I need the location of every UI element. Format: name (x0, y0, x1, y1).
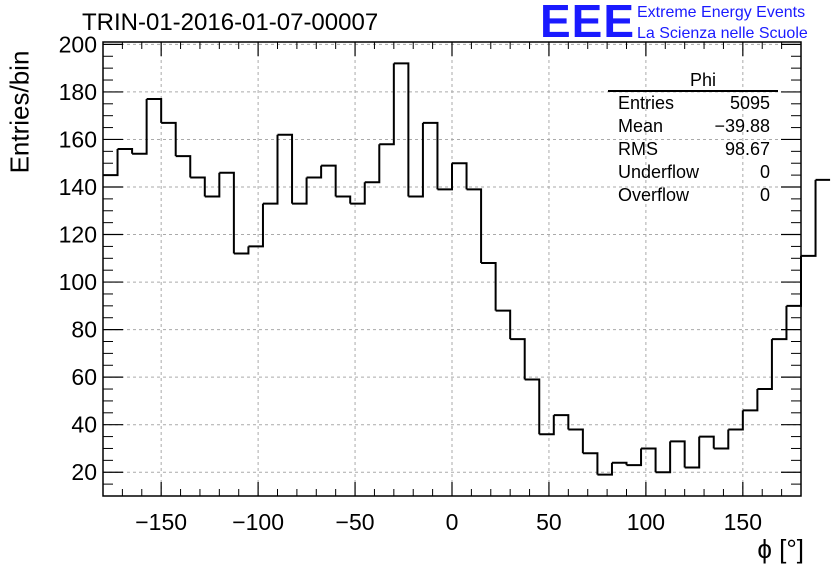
stats-label: Mean (618, 116, 664, 136)
histogram-series (103, 62, 831, 476)
histogram-bin (786, 255, 802, 307)
histogram-bin (321, 164, 337, 197)
histogram-bin (481, 262, 497, 311)
x-tick-label: −150 (135, 509, 187, 535)
histogram-bin (408, 122, 424, 198)
y-tick-label: 200 (59, 31, 97, 57)
stats-value: 0 (759, 162, 770, 182)
y-tick-label: 20 (71, 459, 97, 485)
histogram-bin (611, 461, 628, 466)
histogram-bin (292, 177, 308, 205)
logo-line-1: Extreme Energy Events (637, 4, 806, 21)
x-tick-label: 0 (446, 509, 459, 535)
stats-value: −39.88 (714, 116, 770, 136)
stats-box: Phi Entries 5095 Mean −39.88 RMS 98.67 U… (608, 70, 778, 207)
x-tick-label: −100 (232, 509, 284, 535)
histogram-bin (684, 436, 701, 469)
stats-label: RMS (618, 139, 658, 159)
stats-row-entries: Entries 5095 (608, 92, 778, 115)
histogram-bin (146, 98, 163, 123)
histogram-bin (277, 133, 294, 204)
histogram-bin (728, 410, 744, 431)
x-tick-label: 100 (627, 509, 665, 535)
histogram-bin (364, 144, 381, 184)
tick-labels: −150 −100 −50 0 50 100 150 20 40 60 80 100 120 140 160… (59, 31, 762, 535)
histogram-bin (510, 338, 526, 380)
histogram-bin (379, 63, 395, 146)
histogram-bin (641, 447, 657, 473)
histogram-bin (597, 462, 613, 476)
histogram-bin (655, 441, 672, 474)
stats-value: 98.67 (724, 139, 770, 159)
histogram-bin (539, 415, 555, 436)
histogram-bin (233, 246, 250, 255)
stats-label: Underflow (618, 162, 700, 182)
histogram-bin (771, 305, 788, 341)
histogram-bin (422, 121, 439, 190)
x-tick-label: −50 (336, 509, 375, 535)
stats-row-rms: RMS 98.67 (608, 138, 778, 161)
histogram-bin (582, 452, 599, 475)
stats-row-mean: Mean −39.88 (608, 115, 778, 138)
histogram-bin (132, 99, 148, 155)
stats-row-underflow: Underflow 0 (608, 161, 778, 184)
stats-row-overflow: Overflow 0 (608, 184, 778, 207)
histogram-bin (262, 134, 279, 205)
histogram-bin (117, 147, 134, 154)
histogram-bin (190, 176, 206, 197)
y-tick-label: 60 (71, 364, 97, 390)
stats-value: 5095 (729, 93, 770, 113)
axis-ticks (102, 42, 802, 496)
histogram-bin (306, 165, 323, 179)
stats-label: Entries (618, 93, 675, 113)
x-tick-label: 150 (724, 509, 762, 535)
histogram-bin (742, 389, 759, 412)
histogram-bin (161, 121, 177, 157)
histogram-bin (103, 148, 119, 177)
histogram-bin (495, 309, 512, 340)
logo-line-2: La Scienza nelle Scuole (637, 25, 808, 42)
histogram-bin (801, 179, 817, 257)
histogram-bin (713, 429, 730, 450)
stats-value: 0 (759, 185, 770, 205)
x-tick-label: 50 (536, 509, 562, 535)
histogram-bin (335, 195, 352, 204)
y-tick-label: 40 (71, 412, 97, 438)
eee-logo: EEE (540, 0, 636, 47)
y-tick-label: 120 (59, 222, 97, 248)
histogram-bin (437, 163, 453, 191)
histogram-bin (175, 155, 192, 178)
y-tick-label: 100 (59, 269, 97, 295)
plot-frame (102, 41, 802, 497)
histogram-bin (553, 414, 570, 430)
stats-title: Phi (608, 70, 778, 92)
histogram-bin (350, 182, 366, 205)
histogram-bin (219, 171, 235, 254)
histogram-bin (568, 428, 584, 454)
stats-label: Overflow (618, 185, 690, 205)
histogram-bin (699, 435, 715, 449)
histogram-bin (626, 448, 643, 467)
histogram-bin (524, 378, 541, 435)
y-tick-label: 80 (71, 317, 97, 343)
x-axis-label: ϕ [°] (757, 534, 804, 564)
y-tick-label: 160 (59, 126, 97, 152)
histogram-bin (452, 162, 468, 190)
histogram-bin (204, 172, 221, 198)
histogram-bin (757, 339, 773, 391)
histogram-bin (248, 203, 264, 248)
histogram-bin (393, 62, 410, 197)
y-axis-label: Entries/bin (4, 50, 35, 174)
y-tick-label: 180 (59, 79, 97, 105)
histogram-bin (670, 440, 686, 468)
y-tick-label: 140 (59, 174, 97, 200)
chart-title: TRIN-01-2016-01-07-00007 (82, 9, 379, 36)
histogram-bin (466, 188, 483, 264)
